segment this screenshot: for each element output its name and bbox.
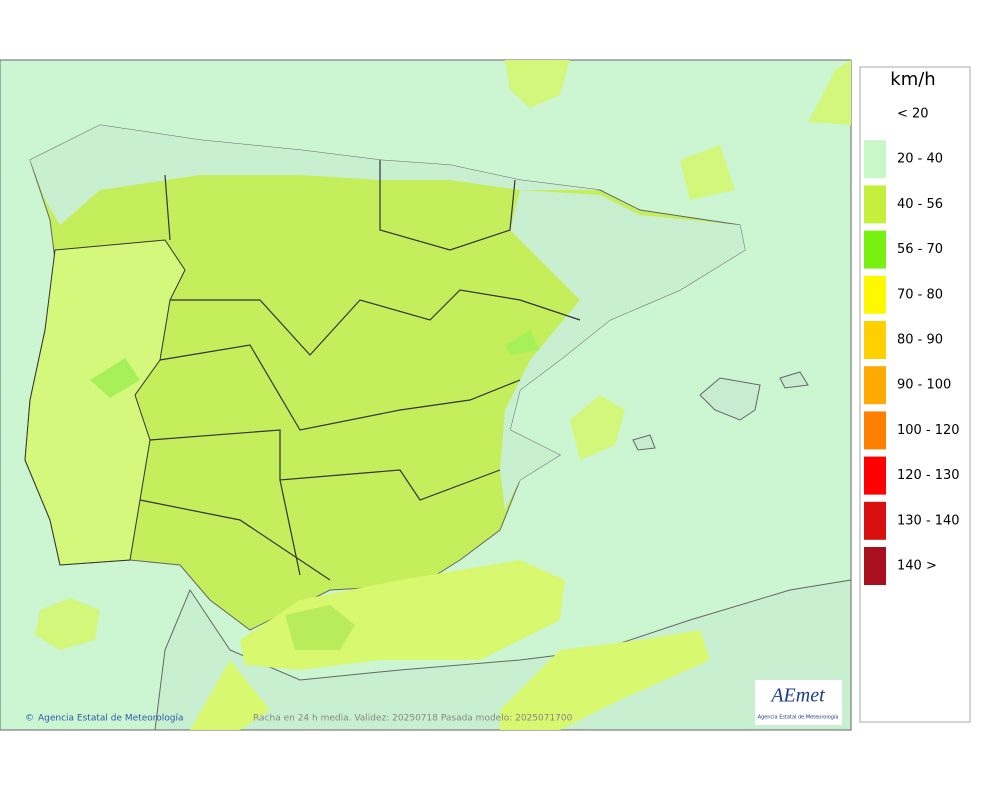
wind-area: [680, 145, 735, 200]
legend-label: 40 - 56: [897, 197, 943, 212]
region-borders: [139, 160, 581, 581]
logo-name: AEmet: [769, 685, 825, 707]
legend-swatch: [864, 456, 886, 495]
wind-area: [570, 395, 625, 460]
credit: Agencia Estatal de Meteorología: [38, 714, 184, 724]
legend-swatch: [864, 547, 886, 585]
legend-title: km/h: [890, 69, 935, 90]
legend-label: 80 - 90: [897, 333, 943, 348]
caption: Racha en 24 h media. Validez: 20250718 P…: [253, 714, 573, 724]
legend-swatch: [864, 321, 886, 359]
legend-swatch: [864, 185, 886, 224]
wind-area: [190, 660, 270, 730]
legend-label: 130 - 140: [897, 513, 960, 528]
africa: [154, 579, 852, 731]
wind-area: [505, 60, 570, 108]
wind-area: [90, 358, 140, 398]
wind-area: [285, 605, 355, 650]
legend-swatch: [864, 230, 886, 269]
island: [632, 434, 656, 451]
wind-area: [30, 125, 600, 225]
map: [0, 59, 852, 731]
wind-area: [505, 330, 540, 355]
wind-area: [35, 598, 100, 650]
legend-swatch: [864, 275, 886, 314]
legend-label: 20 - 40: [897, 152, 943, 167]
legend-label: 100 - 120: [897, 423, 960, 438]
legend-label: 70 - 80: [897, 287, 943, 302]
logo-subtitle: Agencia Estatal de Meteorología: [758, 714, 839, 721]
legend-swatch: [864, 140, 886, 179]
legend-swatch: [864, 95, 886, 133]
legend-label: < 20: [897, 107, 929, 122]
legend-swatch: [864, 366, 886, 405]
copyright-symbol: ©: [25, 714, 34, 724]
legend-label: 120 - 130: [897, 468, 960, 483]
legend-label: 140 >: [897, 559, 937, 574]
wind-area: [500, 630, 710, 730]
logo: AEmet Agencia Estatal de Meteorología: [755, 680, 842, 725]
legend-label: 56 - 70: [897, 242, 943, 257]
island: [699, 377, 761, 421]
legend-swatch: [864, 411, 886, 450]
logo-box: [755, 680, 842, 725]
wind-area: [500, 190, 745, 510]
legend-swatch: [864, 501, 886, 540]
island: [779, 371, 809, 389]
legend-label: 90 - 100: [897, 378, 951, 393]
wind-area: [808, 60, 851, 125]
